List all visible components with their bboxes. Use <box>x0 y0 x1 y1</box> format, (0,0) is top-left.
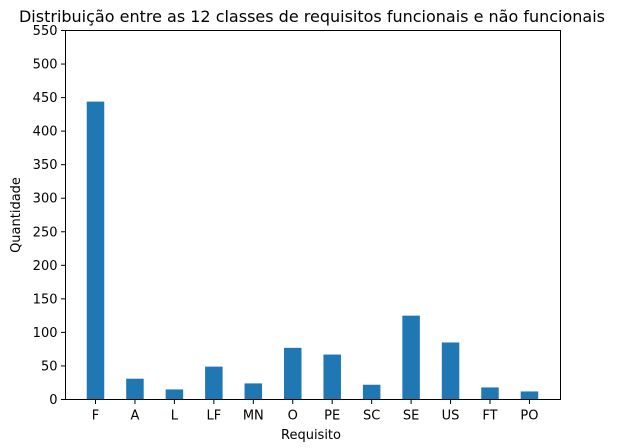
bar-se <box>402 315 420 400</box>
y-tick-label: 300 <box>33 192 58 207</box>
y-tick-label: 400 <box>33 125 58 140</box>
x-tick-label: F <box>92 409 99 424</box>
bar-lf <box>205 366 223 400</box>
y-tick-label: 250 <box>33 225 58 240</box>
y-tick-label: 50 <box>41 359 58 374</box>
x-tick-label: O <box>288 409 298 424</box>
x-tick-label: MN <box>243 409 264 424</box>
x-tick-label: LF <box>206 409 221 424</box>
x-tick-label: SC <box>363 409 380 424</box>
x-tick-label: FT <box>482 409 497 424</box>
y-tick-label: 500 <box>33 58 58 73</box>
bars-group <box>86 101 539 400</box>
y-axis-ticks: 0 50 100 150 200 250 300 350 400 450 500 550 <box>33 24 66 408</box>
x-axis-label: Requisito <box>281 428 341 443</box>
bar-mn <box>244 383 263 400</box>
y-tick-label: 350 <box>33 158 58 173</box>
y-axis-label: Quantidade <box>9 177 24 253</box>
chart-title: Distribuição entre as 12 classes de requ… <box>19 7 605 26</box>
x-tick-label: US <box>442 409 460 424</box>
x-tick-label: SE <box>403 409 419 424</box>
bar-f <box>86 101 105 400</box>
bar-a <box>126 378 144 400</box>
y-tick-label: 200 <box>33 259 58 274</box>
y-tick-label: 100 <box>33 326 58 341</box>
x-tick-label: A <box>130 409 139 424</box>
bar-o <box>284 347 302 400</box>
y-tick-label: 450 <box>33 91 58 106</box>
plot-frame <box>65 30 561 400</box>
x-axis-ticks: F A L LF MN O PE SC SE US FT PO <box>92 399 538 424</box>
bar-pe <box>323 354 341 400</box>
y-tick-label: 0 <box>49 393 57 408</box>
bar-ft <box>481 387 499 400</box>
bar-us <box>441 342 460 400</box>
x-tick-label: PE <box>324 409 340 424</box>
y-tick-label: 150 <box>33 292 58 307</box>
x-tick-label: L <box>171 409 179 424</box>
bar-l <box>165 389 184 400</box>
y-tick-label: 550 <box>33 24 58 39</box>
bar-po <box>520 391 539 400</box>
bar-sc <box>362 384 381 400</box>
x-tick-label: PO <box>520 409 538 424</box>
